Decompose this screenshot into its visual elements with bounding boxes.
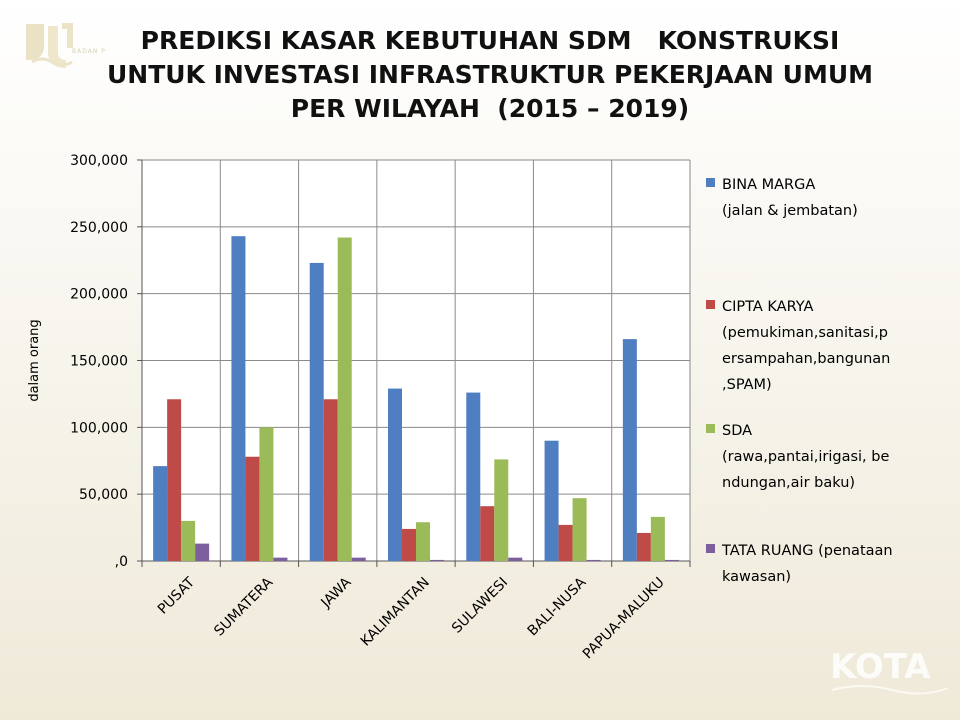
- bar: [337, 237, 352, 561]
- bar: [572, 498, 587, 561]
- bar: [323, 399, 338, 561]
- legend-label-line: kawasan): [722, 569, 792, 585]
- bar: [259, 427, 274, 561]
- legend-label-line: BINA MARGA: [722, 177, 816, 193]
- y-tick-label: 300,000: [70, 153, 128, 169]
- bar: [351, 557, 366, 561]
- y-axis-label: dalam orang: [27, 319, 42, 401]
- y-tick-label: 150,000: [70, 354, 128, 370]
- bar: [388, 388, 402, 561]
- legend-label: BINA MARGA (jalan & jembatan): [722, 172, 858, 224]
- y-tick-label: 100,000: [70, 420, 128, 436]
- title-line-1: PREDIKSI KASAR KEBUTUHAN SDM KONSTRUKSI: [140, 26, 840, 55]
- legend-swatch: [706, 300, 715, 309]
- legend-label-line: ndungan,air baku): [722, 475, 856, 491]
- page-title: PREDIKSI KASAR KEBUTUHAN SDM KONSTRUKSI …: [60, 24, 920, 126]
- bar: [494, 459, 509, 561]
- bar: [181, 520, 196, 561]
- legend-label-line: ersampahan,bangunan: [722, 351, 891, 367]
- watermark-text: KOTA: [830, 647, 931, 687]
- x-tick-label: KALIMANTAN: [358, 575, 433, 650]
- y-tick-label: ,0: [115, 554, 128, 570]
- legend-label-line: (jalan & jembatan): [722, 203, 858, 219]
- legend-label-line: TATA RUANG (penataan: [722, 543, 893, 559]
- legend-label-line: CIPTA KARYA: [722, 299, 814, 315]
- bar: [508, 557, 523, 561]
- bar: [245, 456, 260, 561]
- legend-swatch: [706, 178, 715, 187]
- legend-label: TATA RUANG (penataan kawasan): [722, 538, 893, 590]
- logo-icon: [26, 23, 73, 68]
- legend-label-line: (pemukiman,sanitasi,p: [722, 325, 888, 341]
- bar: [650, 516, 665, 561]
- bar: [622, 339, 637, 561]
- x-tick-label: SUMATERA: [211, 574, 276, 639]
- bar: [480, 506, 495, 561]
- bar: [195, 543, 210, 561]
- bar: [558, 524, 573, 561]
- x-tick-label: PAPUA-MALUKU: [580, 575, 668, 663]
- bar: [466, 392, 481, 561]
- title-line-3: PER WILAYAH (2015 – 2019): [290, 94, 690, 123]
- x-tick-label: JAWA: [318, 574, 355, 611]
- bar: [416, 522, 430, 561]
- legend-label-line: (rawa,pantai,irigasi, be: [722, 449, 890, 465]
- kota-watermark-icon: KOTA: [830, 647, 949, 695]
- legend-label: CIPTA KARYA (pemukiman,sanitasi,p ersampah…: [722, 294, 890, 398]
- bar: [430, 559, 444, 561]
- y-tick-label: 250,000: [70, 220, 128, 236]
- legend-swatch: [706, 544, 715, 553]
- title-line-2: UNTUK INVESTASI INFRASTRUKTUR PEKERJAAN …: [106, 60, 874, 89]
- legend-label-line: SDA: [722, 423, 753, 439]
- x-tick-label: PUSAT: [155, 574, 198, 617]
- bar: [273, 557, 288, 561]
- bar: [231, 236, 246, 561]
- y-tick-label: 50,000: [79, 487, 128, 503]
- x-tick-label: BALI-NUSA: [525, 574, 590, 639]
- legend-label-line: ,SPAM): [722, 377, 772, 393]
- bar: [309, 262, 324, 561]
- bar: [586, 559, 601, 561]
- bar: [544, 440, 559, 561]
- x-tick-label: SULAWESI: [449, 575, 511, 637]
- logo-text: BADAN P: [72, 48, 106, 55]
- legend-swatch: [706, 424, 715, 433]
- bar: [167, 399, 182, 561]
- bar: [402, 528, 416, 561]
- bar: [664, 559, 679, 561]
- legend-label: SDA (rawa,pantai,irigasi, be ndungan,air b…: [722, 418, 889, 496]
- y-tick-label: 200,000: [70, 287, 128, 303]
- bar: [153, 466, 168, 561]
- bar: [636, 532, 651, 561]
